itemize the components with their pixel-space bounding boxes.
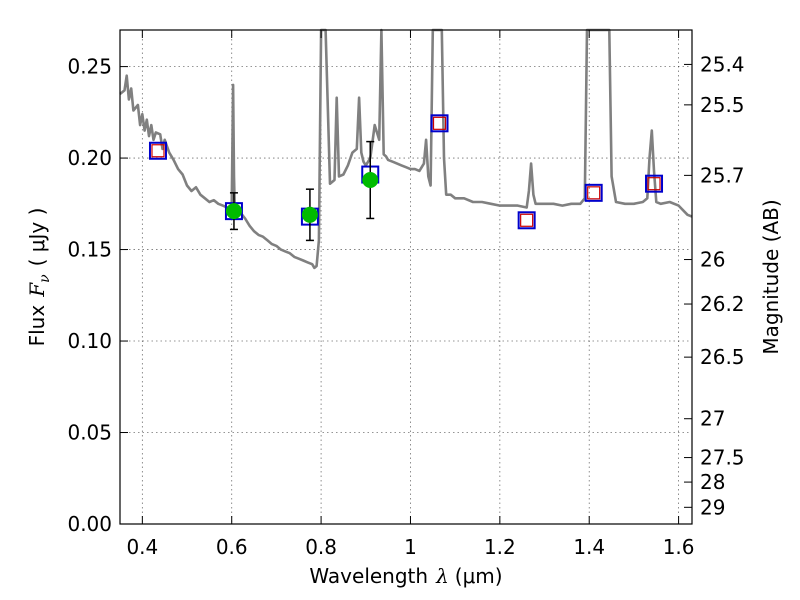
mag-tick-label: 25.5 [700, 93, 745, 117]
spectrum-layer [119, 28, 693, 270]
x-tick-label: 0.8 [305, 535, 337, 559]
y-tick-label: 0.25 [67, 55, 112, 79]
grid [120, 30, 692, 525]
mag-tick-label: 26.2 [700, 292, 745, 316]
mag-tick-label: 26 [700, 248, 725, 272]
mag-tick-label: 25.7 [700, 163, 745, 187]
x-tick-label: 0.6 [216, 535, 248, 559]
mag-tick-label: 29 [700, 495, 725, 519]
x-tick-label: 1.2 [484, 535, 516, 559]
x-tick-label: 0.4 [126, 535, 158, 559]
upper-limit-point [432, 116, 447, 130]
mag-tick-label: 28 [700, 470, 725, 494]
y-tick-label: 0.15 [67, 238, 112, 262]
mag-tick-label: 27.5 [700, 446, 745, 470]
model-photometry-point [645, 174, 664, 193]
x-axis-label: Wavelength λ (μm) [309, 564, 502, 588]
x-tick-label: 1 [404, 535, 417, 559]
model-photometry-point [517, 211, 536, 230]
observed-point [225, 203, 242, 220]
y-tick-label: 0.05 [67, 421, 112, 445]
y2-axis-label: Magnitude (AB) [759, 199, 783, 354]
mag-tick-label: 27 [700, 407, 725, 431]
upper-limit-point [151, 144, 165, 158]
mag-tick-label: 26.5 [700, 345, 745, 369]
upper-limit-point [520, 213, 534, 227]
y-axis-label: FluxFν( μJy ) [25, 208, 53, 347]
mag-tick-label: 25.4 [700, 52, 745, 76]
upper-limit-point [647, 177, 661, 191]
observed-point [301, 206, 318, 223]
model-spectrum-line [119, 28, 693, 270]
model-photometry-point [584, 183, 603, 202]
model-photometry-point [148, 141, 167, 160]
upper-limit-point [587, 186, 601, 200]
observed-point [362, 172, 379, 189]
ticks-layer: 0.4 0.6 0.8 1 1.2 1.4 1.6 0.00 0.05 0.10 0.15 0.20 0… [67, 30, 745, 559]
y-tick-label: 0.20 [67, 146, 112, 170]
model-photometry-point [430, 114, 449, 133]
x-tick-label: 1.6 [663, 535, 695, 559]
plot-frame [119, 29, 693, 525]
x-tick-label: 1.4 [573, 535, 605, 559]
points-layer [148, 114, 664, 242]
y-tick-label: 0.00 [67, 512, 112, 536]
y-tick-label: 0.10 [67, 329, 112, 353]
